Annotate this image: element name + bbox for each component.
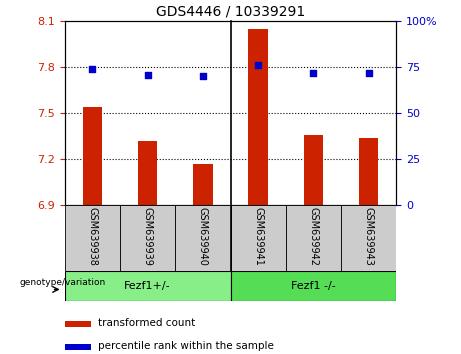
Bar (83, 107, 102, 205)
Bar (65, 205, 120, 271)
Text: GSM639942: GSM639942 (308, 207, 319, 266)
Text: GSM639943: GSM639943 (364, 207, 374, 266)
Bar (193, 164, 213, 205)
Point (254, 63, 262, 68)
Bar (65, 321, 91, 327)
Point (144, 72, 151, 78)
Text: Fezf1 -/-: Fezf1 -/- (291, 281, 336, 291)
Title: GDS4446 / 10339291: GDS4446 / 10339291 (156, 5, 305, 19)
Bar (65, 271, 230, 301)
Text: percentile rank within the sample: percentile rank within the sample (98, 341, 274, 351)
Point (310, 70, 317, 76)
Point (365, 70, 372, 76)
Bar (175, 205, 230, 271)
Point (199, 74, 207, 79)
Bar (359, 138, 378, 205)
Bar (304, 135, 323, 205)
Point (89, 66, 96, 72)
Bar (230, 271, 396, 301)
Bar (230, 205, 286, 271)
Text: GSM639940: GSM639940 (198, 207, 208, 266)
Text: GSM639941: GSM639941 (253, 207, 263, 266)
Text: transformed count: transformed count (98, 318, 195, 328)
Bar (248, 29, 268, 205)
Bar (341, 205, 396, 271)
Text: GSM639938: GSM639938 (87, 207, 97, 266)
Bar (120, 205, 175, 271)
Bar (138, 141, 157, 205)
Bar (65, 344, 91, 350)
Text: Fezf1+/-: Fezf1+/- (124, 281, 171, 291)
Text: genotype/variation: genotype/variation (19, 278, 106, 287)
Bar (286, 205, 341, 271)
Text: GSM639939: GSM639939 (142, 207, 153, 266)
